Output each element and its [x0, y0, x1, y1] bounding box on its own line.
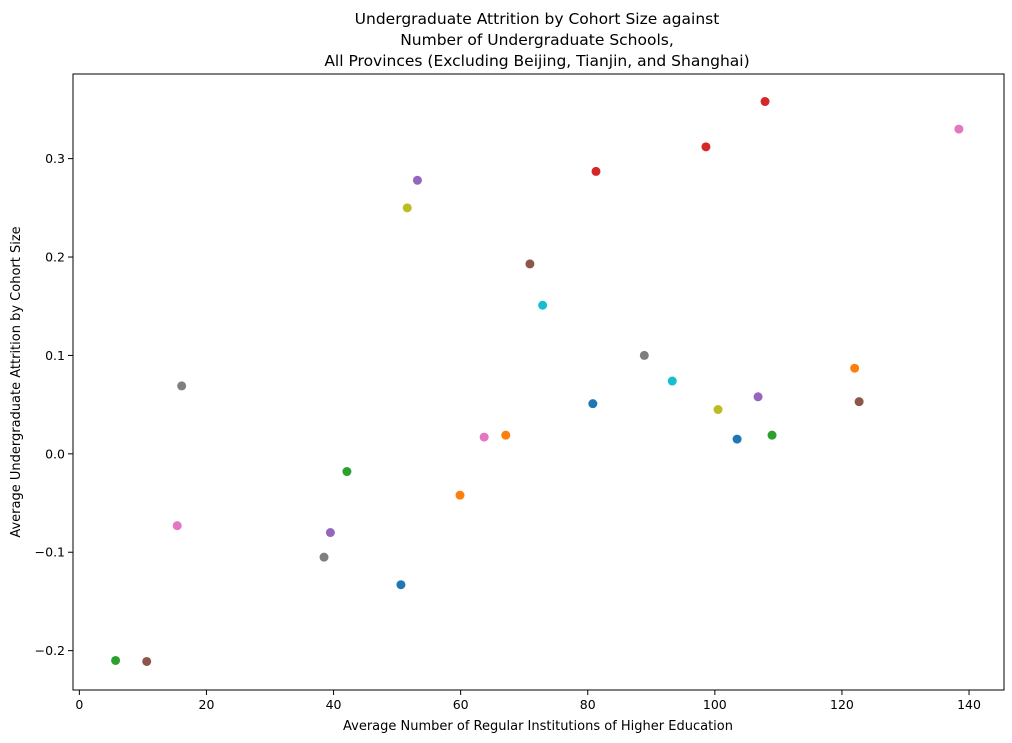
chart-title: Undergraduate Attrition by Cohort Size a…	[324, 10, 749, 70]
scatter-point	[412, 175, 422, 185]
data-points	[111, 97, 964, 666]
plot-area-frame	[72, 73, 1005, 691]
scatter-point	[753, 392, 763, 402]
scatter-point	[760, 97, 770, 107]
scatter-point	[701, 142, 711, 152]
scatter-point	[713, 405, 723, 415]
scatter-point	[639, 350, 649, 360]
scatter-point	[538, 300, 548, 310]
scatter-point	[501, 430, 511, 440]
scatter-point	[479, 432, 489, 442]
x-tick-label: 60	[453, 697, 469, 712]
scatter-point	[402, 203, 412, 213]
scatter-point	[455, 490, 465, 500]
x-tick-label: 0	[75, 697, 83, 712]
scatter-point	[342, 467, 352, 477]
scatter-point	[172, 521, 182, 531]
y-tick-label: 0.3	[45, 151, 65, 166]
x-tick-label: 20	[199, 697, 215, 712]
scatter-point	[319, 552, 329, 562]
x-tick-label: 100	[703, 697, 727, 712]
y-tick-label: 0.1	[45, 348, 65, 363]
x-axis-label: Average Number of Regular Institutions o…	[343, 719, 733, 734]
scatter-point	[396, 580, 406, 590]
scatter-point	[732, 434, 742, 444]
scatter-point	[591, 166, 601, 176]
scatter-point	[111, 655, 121, 665]
scatter-point	[177, 381, 187, 391]
x-tick-label: 120	[830, 697, 854, 712]
y-tick-label: −0.2	[35, 643, 65, 658]
y-tick-label: 0.2	[45, 250, 65, 265]
scatter-point	[767, 430, 777, 440]
x-tick-label: 40	[326, 697, 342, 712]
y-tick-label: 0.0	[45, 446, 65, 461]
scatter-point	[854, 397, 864, 407]
y-axis-label: Average Undergraduate Attrition by Cohor…	[9, 226, 24, 537]
x-tick-label: 80	[580, 697, 596, 712]
scatter-point	[954, 124, 964, 134]
title-line-3: All Provinces (Excluding Beijing, Tianji…	[324, 52, 749, 70]
scatter-point	[850, 363, 860, 373]
scatter-point	[325, 528, 335, 538]
scatter-point	[667, 376, 677, 386]
scatter-point	[525, 259, 535, 269]
scatter-point	[588, 399, 598, 409]
x-tick-label: 140	[957, 697, 981, 712]
scatter-point	[142, 656, 152, 666]
title-line-1: Undergraduate Attrition by Cohort Size a…	[355, 10, 720, 28]
y-tick-label: −0.1	[35, 545, 65, 560]
axis-ticks: 0 20 40 60 80 100 120 140 −0.2 −0.1 0.0 0.1 0.2 0.3	[35, 151, 981, 712]
title-line-2: Number of Undergraduate Schools,	[400, 31, 674, 49]
